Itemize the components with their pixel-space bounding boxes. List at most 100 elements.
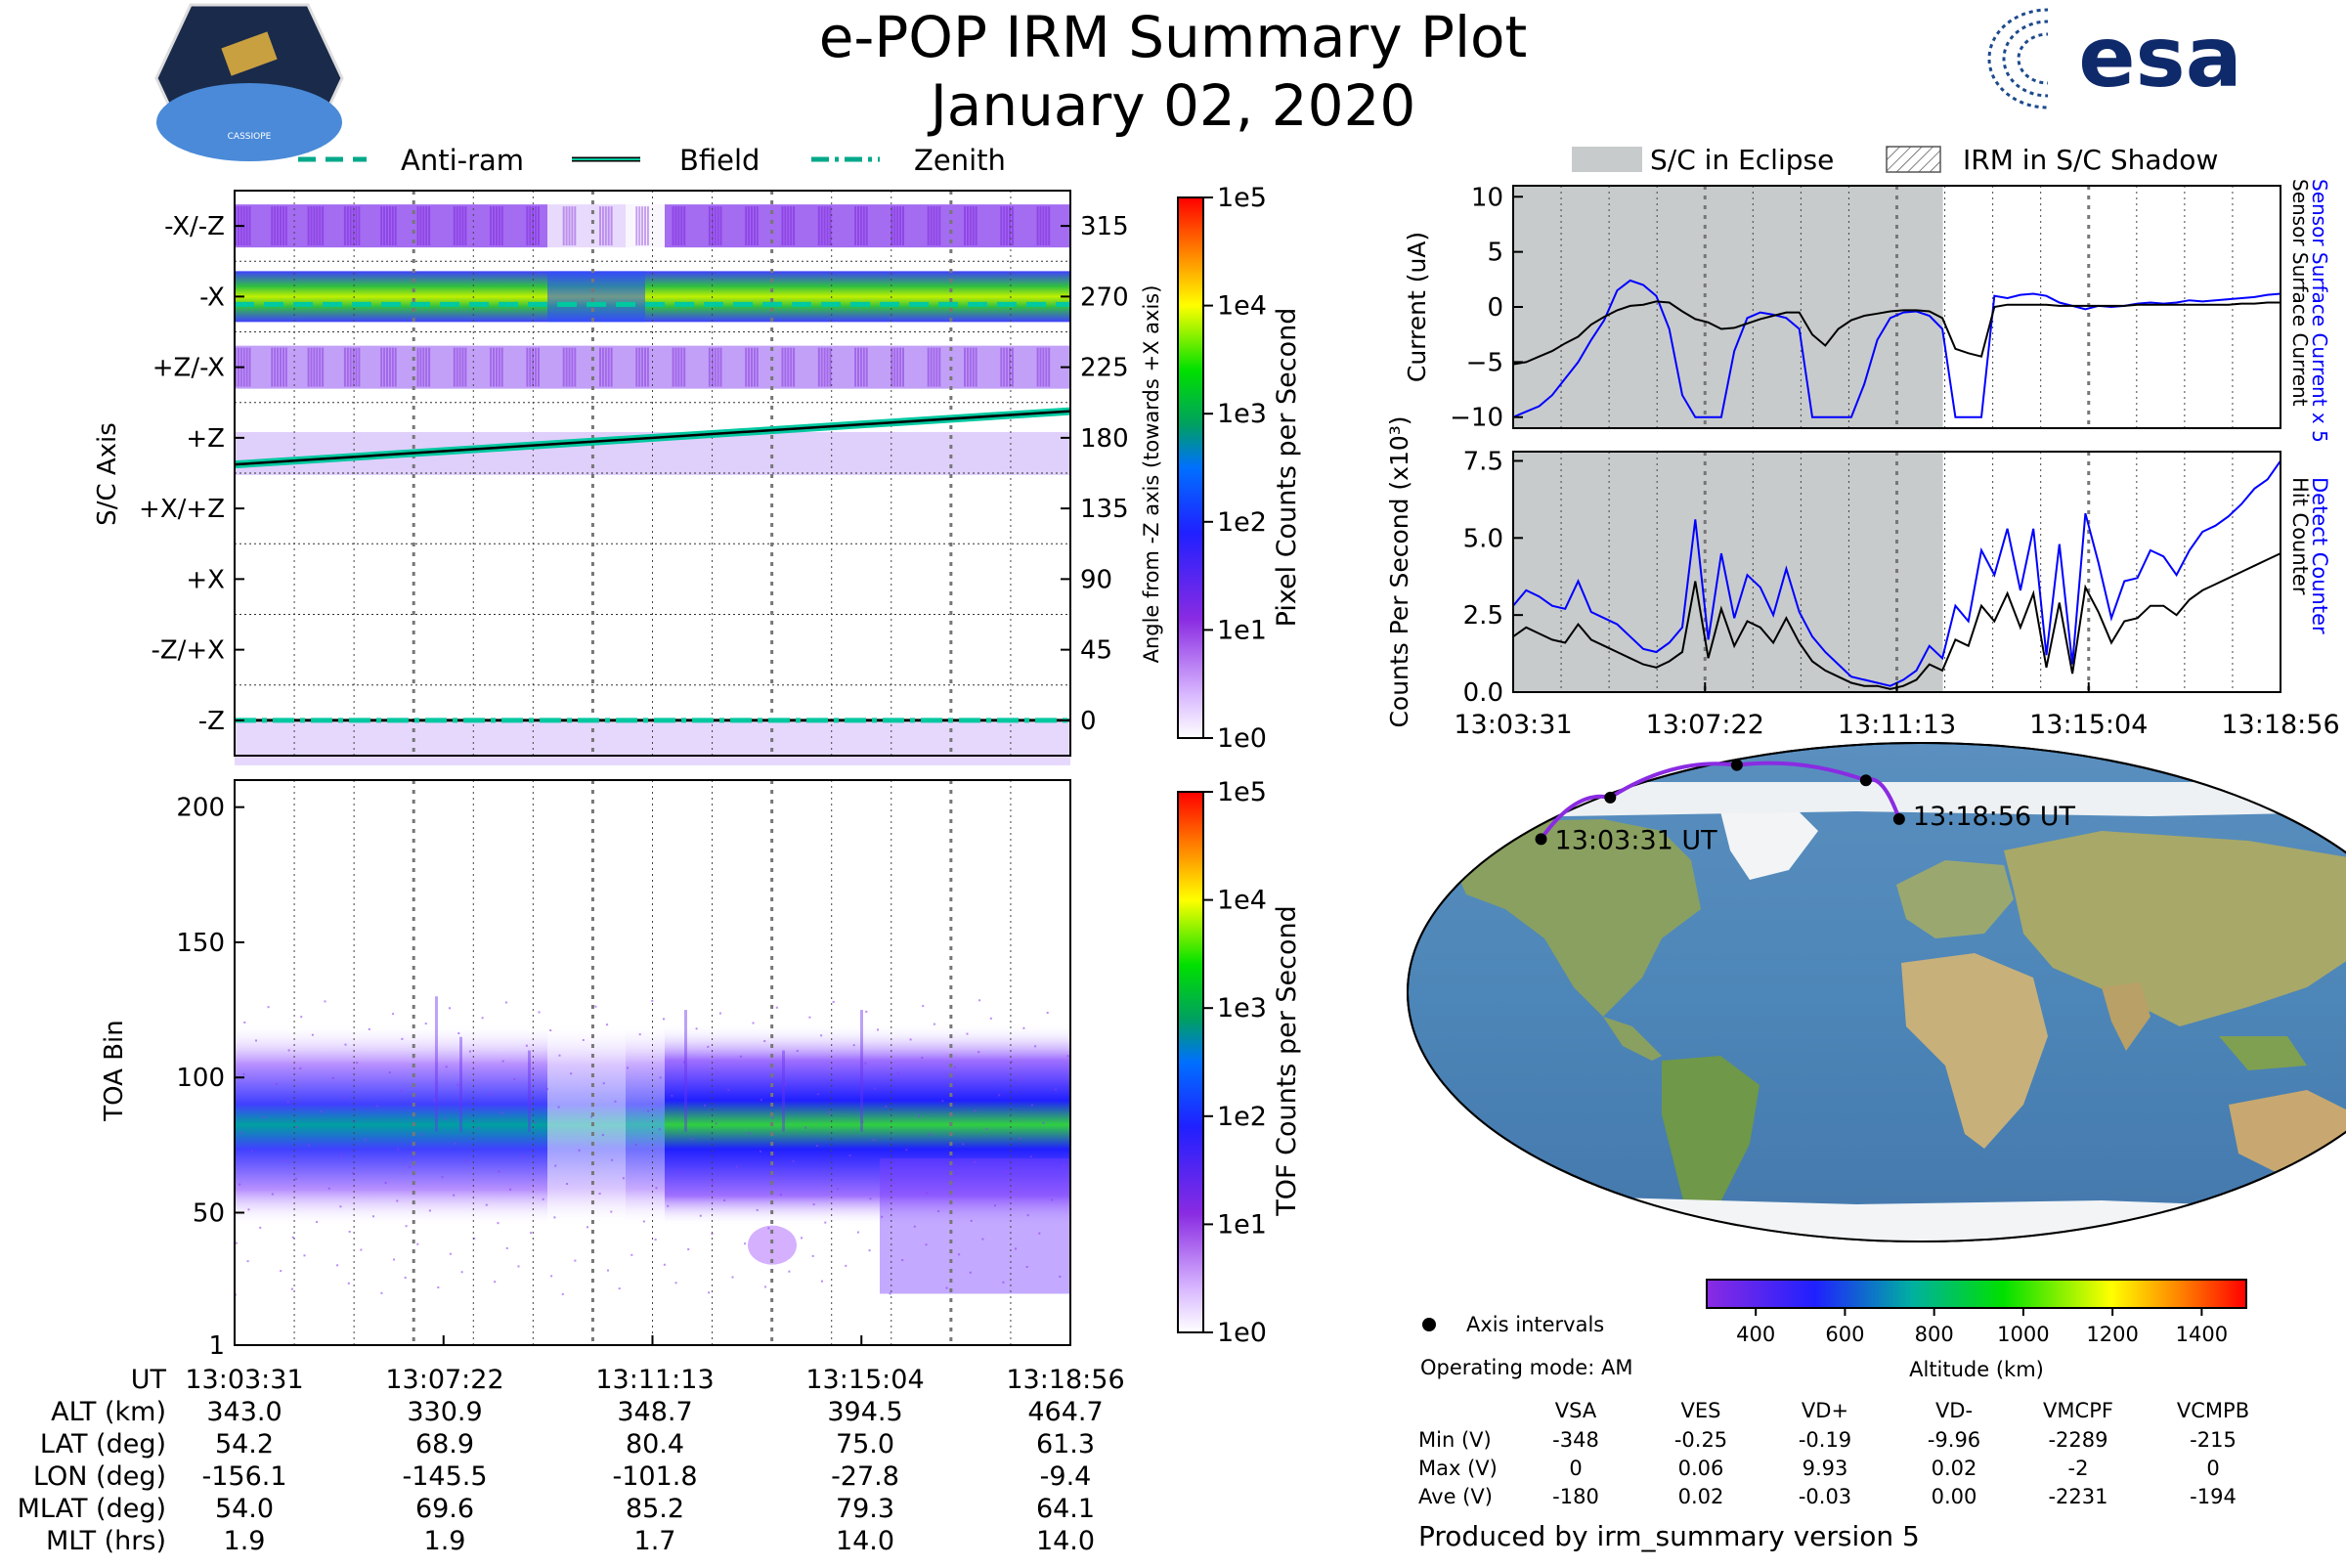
toa-band [626, 1023, 665, 1227]
toa-ytick-label: 50 [193, 1198, 225, 1228]
toa-gridlines [293, 780, 1012, 1345]
ephemeris-row-label: UT [131, 1365, 167, 1395]
heatmap-streak [271, 347, 274, 387]
toa-speckle [1029, 1155, 1032, 1158]
heatmap-streak [857, 206, 859, 246]
page-title: e-POP IRM Summary Plot [819, 4, 1528, 70]
toa-speckle [735, 1165, 738, 1168]
toa-speckle [303, 1254, 306, 1257]
altitude-tick-label: 1200 [2086, 1323, 2138, 1346]
voltage-cell: -0.25 [1674, 1428, 1727, 1452]
axis-interval-marker [1892, 812, 1905, 825]
heatmap-streak [745, 347, 748, 387]
toa-speckle [299, 1067, 302, 1069]
toa-speckle [437, 1285, 440, 1288]
colorbar-tick-label: 1e2 [1217, 507, 1267, 538]
toa-speckle [247, 1208, 250, 1211]
heatmap-streak [899, 347, 902, 387]
toa-speckle [642, 1220, 645, 1223]
heatmap-streak [862, 206, 865, 246]
heatmap-streak [529, 206, 532, 246]
heatmap-streak [829, 347, 832, 387]
toa-speckle [380, 1291, 383, 1294]
heatmap-streak [562, 206, 565, 246]
toa-speckle [259, 1226, 262, 1229]
toa-speckle [1002, 1281, 1005, 1284]
toa-speckle [748, 1132, 751, 1135]
toa-speckle [848, 1154, 851, 1157]
heatmap-streak [902, 347, 904, 387]
heatmap-streak [565, 206, 568, 246]
heatmap-streak [938, 206, 941, 246]
toa-speckle [618, 1287, 621, 1290]
pixel-colorbar: 1e5 1e4 1e3 1e2 1e1 1e0 Pixel Counts per Seco… [1177, 183, 1302, 754]
toa-speckle [1010, 1061, 1013, 1064]
heatmap-streak [784, 206, 787, 246]
heatmap-streak [935, 206, 938, 246]
heatmap-streak [1011, 206, 1014, 246]
sc-axis-angle-tick: 180 [1080, 424, 1129, 454]
heatmap-streak [1011, 347, 1014, 387]
tof-colorbar: 1e5 1e4 1e3 1e2 1e1 1e0 TOF Counts per Second [1177, 777, 1302, 1348]
toa-band [665, 1023, 1070, 1227]
heatmap-streak [380, 347, 383, 387]
altitude-colorbar-label: Altitude (km) [1909, 1358, 2044, 1381]
toa-speckle [970, 1219, 973, 1222]
ephemeris-cell: 13:15:04 [805, 1365, 924, 1395]
toa-speckle [901, 1259, 904, 1262]
toa-speckle [712, 1181, 715, 1184]
current-ylabel: Current (uA) [1403, 232, 1431, 382]
toa-speckle [549, 1028, 552, 1031]
toa-speckle [764, 1285, 767, 1288]
heatmap-streak [823, 206, 826, 246]
heatmap-streak [568, 206, 571, 246]
heatmap-streak [1048, 206, 1051, 246]
voltage-col-header: VMCPF [2043, 1399, 2113, 1422]
heatmap-streak [1042, 347, 1045, 387]
heatmap-streak [419, 206, 422, 246]
voltage-col-header: VD+ [1802, 1399, 1848, 1422]
voltage-row-label: Ave (V) [1418, 1485, 1493, 1508]
heatmap-streak [933, 206, 935, 246]
voltage-cell: 0 [1569, 1457, 1582, 1480]
toa-speckle [1050, 1198, 1053, 1201]
ephemeris-cell: 14.0 [1036, 1526, 1095, 1556]
toa-speckle [852, 1044, 855, 1047]
pixel-colorbar-ticks: 1e5 1e4 1e3 1e2 1e1 1e0 [1203, 183, 1267, 754]
toa-speckle [271, 1193, 274, 1196]
heatmap-streak [820, 347, 823, 387]
toa-speckle [525, 1044, 528, 1047]
heatmap-streak [674, 206, 677, 246]
heatmap-streak [386, 206, 388, 246]
ephemeris-cell: 54.2 [215, 1429, 274, 1459]
toa-band [547, 1023, 626, 1227]
toa-speckle [788, 1270, 791, 1273]
toa-speckle [630, 1253, 633, 1256]
voltage-row-label: Min (V) [1418, 1428, 1492, 1452]
counts-right-label-black: Hit Counter [2288, 477, 2312, 595]
voltage-cell: -2231 [2048, 1485, 2107, 1508]
toa-speckle [473, 1237, 476, 1240]
heatmap-streak [1045, 347, 1048, 387]
voltage-cell: -0.19 [1799, 1428, 1851, 1452]
heatmap-streak [322, 347, 325, 387]
sc-axis-category-label: -X/-Z [164, 212, 225, 241]
toa-speckle [727, 1089, 730, 1092]
heatmap-streak [933, 347, 935, 387]
toa-speckle [905, 1149, 908, 1152]
toa-speckle [647, 1110, 650, 1112]
sc-axis-category-label: -Z [198, 707, 225, 736]
heatmap-streak [1042, 206, 1045, 246]
track-start-label: 13:03:31 UT [1555, 825, 1718, 855]
toa-speckle [1063, 1165, 1065, 1168]
toa-speckle [801, 1237, 803, 1240]
ephemeris-row-label: LAT (deg) [40, 1429, 166, 1459]
toa-speckle [978, 999, 981, 1002]
toa-speckle [586, 1226, 588, 1229]
toa-speckle [441, 1176, 444, 1179]
map-legend: Axis intervals Operating mode: AM 400 600… [1420, 1279, 2247, 1381]
ephemeris-row-label: MLT (hrs) [46, 1526, 166, 1556]
toa-speckle [239, 1131, 242, 1134]
voltage-col-header: VCMPB [2177, 1399, 2249, 1422]
toa-speckle [490, 1093, 492, 1096]
